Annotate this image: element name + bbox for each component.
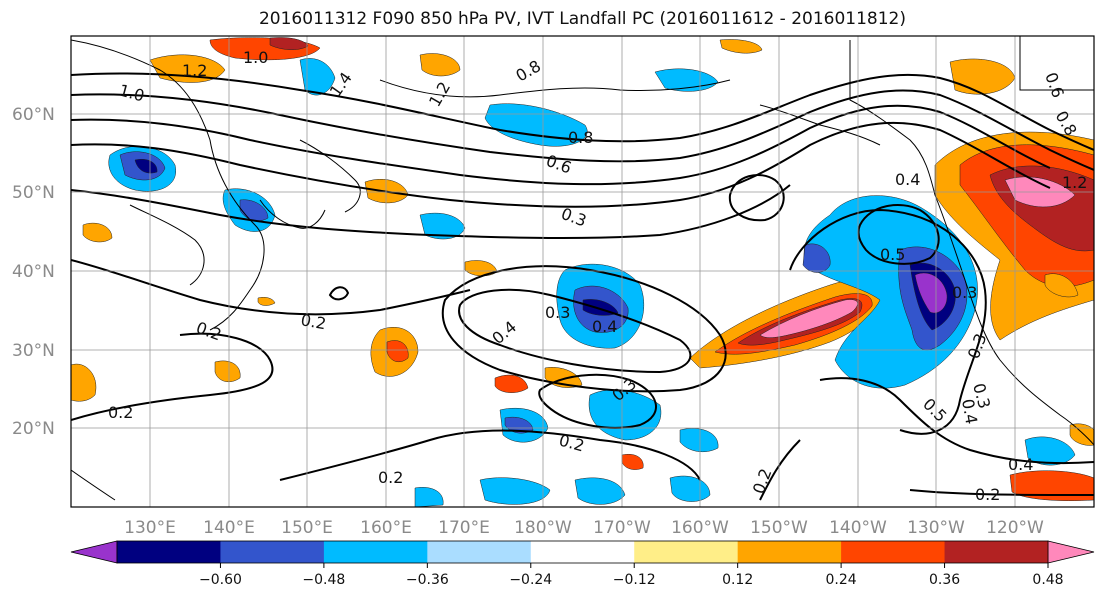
colorbar-tick-label: −0.48 [302,572,345,588]
colorbar-cell [427,541,532,563]
lat-label: 50°N [12,183,55,203]
contour-label: 0.4 [895,170,920,189]
contour-label: 0.8 [568,128,593,147]
colorbar-cell [841,541,946,563]
contour-label: 0.2 [378,468,403,487]
lat-label: 20°N [12,419,55,439]
gridlines [71,36,1094,507]
contour-label: 1.2 [182,61,207,80]
contour-label: 0.3 [952,283,977,302]
map-title: 2016011312 F090 850 hPa PV, IVT Landfall… [258,9,906,29]
lon-label: 180°W [514,518,572,538]
lat-label: 40°N [12,262,55,282]
lat-label: 30°N [12,341,55,361]
lon-label: 170°E [438,518,490,538]
lon-label: 140°W [829,518,887,538]
contour-label: 0.2 [108,403,133,422]
contour-label: 0.4 [1008,455,1033,474]
colorbar-tick-label: 0.36 [929,572,960,588]
colorbar-tick-label: 0.12 [722,572,753,588]
colorbar: −0.60 −0.48 −0.36 −0.24 −0.12 0.12 0.24 0.36 0.4… [70,540,1095,588]
contour-label: 0.2 [975,485,1000,504]
latitude-labels: 60°N 50°N 40°N 30°N 20°N [12,105,55,439]
longitude-labels: 130°E 140°E 150°E 160°E 170°E 180°W 170°… [124,518,1044,538]
lon-label: 130°E [124,518,176,538]
contour-label: 0.4 [958,397,981,425]
contour-label: 1.0 [243,48,268,67]
lon-label: 150°E [281,518,333,538]
contour-label: 0.4 [592,317,617,336]
lon-label: 160°E [360,518,412,538]
colorbar-tick-label: −0.24 [509,572,552,588]
lon-label: 150°W [750,518,808,538]
colorbar-tick-label: 0.24 [826,572,857,588]
contour-label: 0.3 [545,303,570,322]
colorbar-tick-label: −0.60 [199,572,242,588]
shaded-pv-regions [71,37,1094,507]
contour-label: 0.2 [299,310,327,333]
colorbar-cell [737,541,842,563]
lon-label: 170°W [593,518,651,538]
map-frame [70,35,1095,508]
pv-contours [71,72,1094,501]
colorbar-cell [323,541,428,563]
lon-label: 160°W [671,518,729,538]
colorbar-cell [530,541,635,563]
lat-label: 60°N [12,105,55,125]
lon-label: 130°W [907,518,965,538]
lon-label: 120°W [986,518,1044,538]
colorbar-cell [634,541,739,563]
colorbar-tick-label: 0.48 [1032,572,1063,588]
colorbar-cell [220,541,325,563]
colorbar-tick-label: −0.12 [613,572,656,588]
lon-label: 140°E [203,518,255,538]
colorbar-extend-min [70,540,118,564]
coastlines [71,36,1094,501]
colorbar-cell [944,541,1049,563]
colorbar-cell [117,541,221,563]
contour-label: 1.2 [1062,173,1087,192]
contour-label: 0.5 [880,245,905,264]
colorbar-extend-max [1047,540,1095,564]
colorbar-outline [116,540,1049,564]
colorbar-tick-label: −0.36 [406,572,449,588]
